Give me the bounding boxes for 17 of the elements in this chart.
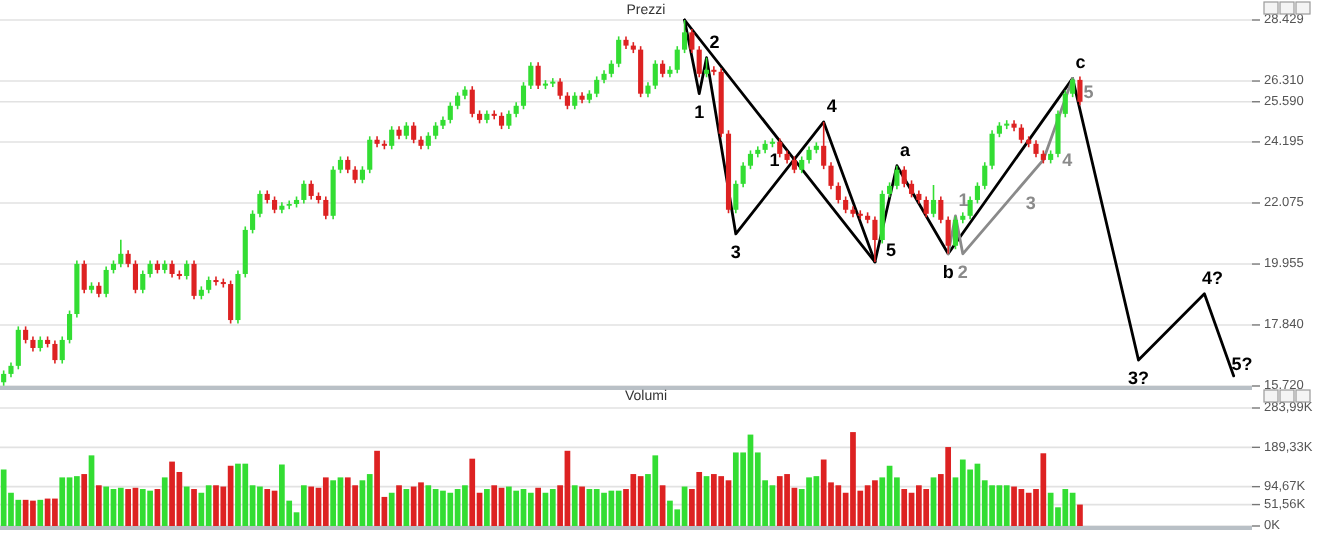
annotation: 1 [694, 101, 705, 122]
annotation: 5 [1083, 82, 1094, 103]
annotation: 2 [957, 261, 968, 282]
annotation: 5 [885, 239, 896, 260]
annotation: 4 [1062, 149, 1073, 170]
annotation: c [1075, 52, 1086, 73]
annotation: 4 [826, 95, 837, 116]
annotation: 3? [1128, 368, 1150, 389]
annotation: 3 [1025, 192, 1036, 213]
annotation: 1 [769, 149, 780, 170]
annotation: 3 [730, 241, 741, 262]
annotation: b [942, 261, 955, 282]
annotation: a [899, 139, 912, 160]
annotation: 5? [1231, 353, 1253, 374]
annotation: 4? [1201, 267, 1223, 288]
annotation: 2 [709, 31, 720, 52]
annotation: 1 [958, 189, 969, 210]
